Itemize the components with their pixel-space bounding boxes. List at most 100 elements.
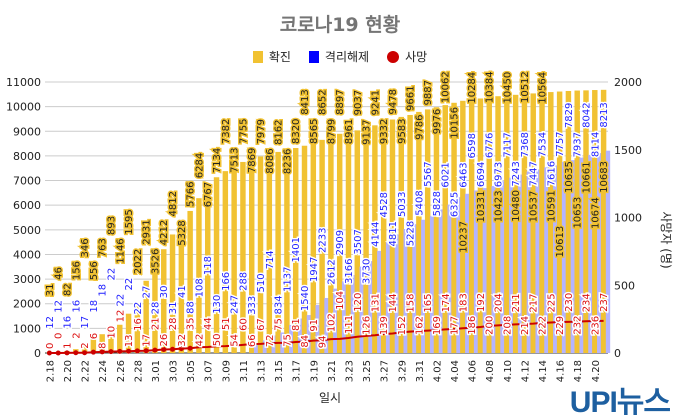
data-label-released: 22 — [106, 268, 117, 281]
data-label-deaths: 44 — [203, 317, 214, 330]
data-label-deaths: 28 — [168, 317, 179, 330]
data-label-confirmed: 10384 — [485, 71, 496, 103]
y-tick-left: 1000 — [13, 322, 41, 335]
bar-released — [500, 181, 505, 353]
data-label-confirmed: 5328 — [177, 220, 188, 245]
legend-swatch-confirmed — [252, 50, 263, 63]
data-label-confirmed: 4212 — [159, 220, 170, 245]
data-label-confirmed: 10156 — [450, 107, 461, 139]
bar-confirmed — [292, 148, 299, 353]
data-label-released: 41 — [177, 285, 188, 298]
y-tick-left: 7000 — [13, 175, 41, 188]
data-label-deaths: 26 — [159, 334, 170, 347]
data-label-released: 22 — [115, 294, 126, 307]
data-label-deaths: 211 — [511, 293, 522, 312]
data-label-deaths: 177 — [450, 316, 461, 335]
legend-item-confirmed[interactable]: 확진 — [252, 48, 291, 65]
x-tick-label: 4.04 — [450, 360, 461, 382]
data-label-deaths: 214 — [520, 316, 531, 335]
bar-confirmed — [416, 111, 422, 354]
x-tick-label: 3.01 — [151, 360, 162, 382]
x-tick-label: 4.14 — [538, 360, 549, 382]
legend-item-deaths[interactable]: 사망 — [387, 48, 427, 65]
data-label-confirmed: 10512 — [520, 71, 531, 103]
bar-released — [509, 177, 514, 353]
bar-confirmed — [90, 339, 97, 353]
data-label-confirmed: 9976 — [432, 109, 443, 134]
data-label-released: 166 — [221, 272, 232, 291]
bar-confirmed — [169, 234, 176, 353]
data-label-deaths: 8 — [98, 343, 109, 349]
data-label-confirmed: 9137 — [362, 119, 373, 144]
x-tick-label: 3.13 — [257, 360, 268, 382]
data-label-released: 247 — [230, 295, 241, 314]
y-tick-right: 2000 — [614, 76, 642, 89]
data-label-deaths: 10 — [106, 326, 117, 339]
data-label-deaths: 230 — [564, 293, 575, 312]
y-tick-right: 0 — [614, 347, 621, 360]
data-label-deaths: 104 — [335, 291, 346, 310]
bar-released — [429, 215, 435, 353]
data-label-deaths: 75 — [274, 318, 285, 331]
data-label-confirmed: 10683 — [599, 161, 610, 193]
x-tick-label: 2.24 — [98, 360, 109, 382]
point-deaths — [161, 346, 167, 352]
bar-confirmed — [275, 151, 281, 353]
x-tick-label: 3.07 — [204, 360, 215, 382]
data-label-released: 7368 — [520, 132, 531, 157]
bar-confirmed — [372, 125, 378, 354]
point-deaths — [73, 350, 79, 356]
legend-item-released[interactable]: 격리해제 — [308, 48, 369, 65]
data-label-released: 17 — [80, 316, 91, 329]
bar-confirmed — [486, 97, 492, 354]
bar-confirmed — [504, 95, 510, 354]
data-label-released: 1540 — [300, 286, 311, 311]
data-label-deaths: 102 — [326, 313, 337, 332]
data-label-deaths: 234 — [582, 293, 593, 312]
x-axis-title: 일시 — [319, 391, 341, 405]
bar-released — [368, 261, 373, 353]
data-label-confirmed: 8897 — [335, 89, 346, 114]
y-tick-left: 8000 — [13, 150, 41, 163]
data-label-confirmed: 7382 — [221, 119, 232, 144]
point-deaths — [55, 350, 61, 356]
data-label-deaths: 67 — [256, 318, 267, 331]
line-deaths — [49, 319, 604, 354]
data-label-confirmed: 10331 — [476, 191, 487, 223]
bar-confirmed — [161, 249, 167, 353]
bar-confirmed — [143, 280, 149, 353]
data-label-confirmed: 10635 — [564, 161, 575, 193]
x-tick-label: 2.18 — [45, 360, 56, 382]
data-label-confirmed: 10653 — [573, 197, 584, 229]
data-label-released: 5828 — [432, 191, 443, 216]
data-label-released: 18 — [98, 284, 109, 297]
bar-released — [341, 281, 347, 353]
bar-confirmed — [592, 90, 598, 353]
bar-confirmed — [451, 102, 457, 353]
x-tick-label: 2.22 — [81, 360, 92, 382]
point-deaths — [143, 348, 149, 354]
bar-confirmed — [583, 90, 589, 353]
bar-confirmed — [301, 145, 308, 353]
y-tick-left: 5000 — [13, 224, 41, 237]
data-label-confirmed: 10450 — [502, 72, 513, 104]
bar-confirmed — [424, 109, 431, 353]
data-label-deaths: 72 — [265, 335, 276, 348]
data-label-deaths: 165 — [423, 294, 434, 313]
bar-released — [412, 224, 417, 353]
data-label-deaths: 232 — [573, 315, 584, 334]
data-label-released: 714 — [265, 250, 276, 269]
data-label-confirmed: 9241 — [370, 90, 381, 115]
bar-confirmed — [213, 177, 220, 353]
bar-released — [403, 229, 408, 353]
data-label-released: 130 — [212, 295, 223, 314]
data-label-confirmed: 4812 — [168, 191, 179, 216]
y-tick-left: 10000 — [6, 101, 41, 114]
data-label-confirmed: 8565 — [309, 119, 320, 144]
data-label-deaths: 12 — [115, 310, 126, 323]
data-label-released: 6776 — [485, 133, 496, 158]
data-label-deaths: 158 — [406, 293, 417, 312]
data-label-deaths: 13 — [124, 335, 135, 348]
